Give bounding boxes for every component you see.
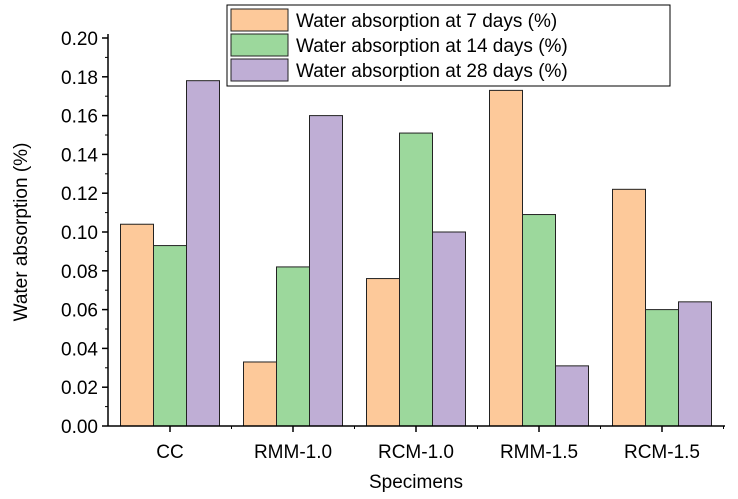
- bar-RCM-1.5-series-0: [612, 188, 646, 427]
- y-tick-label: 0.20: [61, 29, 98, 50]
- x-tick-label: RMM-1.0: [254, 442, 332, 463]
- y-tick-label: 0.18: [61, 68, 98, 89]
- bar-CC-series-0: [120, 223, 154, 427]
- legend-swatch: [230, 33, 289, 57]
- legend-label: Water absorption at 7 days (%): [296, 11, 557, 32]
- legend-box: [226, 4, 671, 87]
- bar-RCM-1.5-series-1: [645, 309, 679, 427]
- y-tick-label: 0.00: [61, 417, 98, 438]
- y-tick-label: 0.06: [61, 301, 98, 322]
- x-tick-label: CC: [156, 442, 183, 463]
- legend-swatch: [230, 8, 289, 32]
- bar-CC-series-2: [186, 80, 220, 427]
- y-tick-label: 0.16: [61, 107, 98, 128]
- bar-RMM-1.5-series-1: [522, 214, 556, 427]
- legend-label: Water absorption at 28 days (%): [296, 61, 568, 82]
- bar-RCM-1.5-series-2: [678, 301, 712, 427]
- y-tick-label: 0.10: [61, 223, 98, 244]
- x-axis-label: Specimens: [369, 472, 463, 493]
- bar-RCM-1.0-series-0: [366, 278, 400, 427]
- bar-RMM-1.0-series-2: [309, 115, 343, 427]
- x-tick-label: RMM-1.5: [500, 442, 578, 463]
- y-tick-label: 0.12: [61, 184, 98, 205]
- y-tick-label: 0.08: [61, 262, 98, 283]
- y-tick-label: 0.02: [61, 378, 98, 399]
- y-tick-label: 0.14: [61, 145, 98, 166]
- bar-RMM-1.5-series-0: [489, 89, 523, 427]
- bars: [120, 80, 712, 427]
- axes: 0.00 0.02 0.04 0.06 0.08 0.10 0.12 0.14 0.16 0.18…: [61, 29, 725, 463]
- bar-RCM-1.0-series-2: [432, 231, 466, 427]
- legend-swatch: [230, 58, 289, 82]
- x-tick-label: RCM-1.5: [624, 442, 700, 463]
- y-axis-label: Water absorption (%): [11, 143, 32, 322]
- bar-RMM-1.0-series-0: [243, 361, 277, 427]
- legend: Water absorption at 7 days (%) Water abso…: [226, 4, 671, 87]
- bar-CC-series-1: [153, 245, 187, 427]
- bar-RMM-1.5-series-2: [555, 365, 589, 427]
- x-tick-label: RCM-1.0: [378, 442, 454, 463]
- bar-RCM-1.0-series-1: [399, 132, 433, 427]
- y-tick-label: 0.04: [61, 339, 98, 360]
- bar-RMM-1.0-series-1: [276, 266, 310, 427]
- legend-label: Water absorption at 14 days (%): [296, 36, 568, 57]
